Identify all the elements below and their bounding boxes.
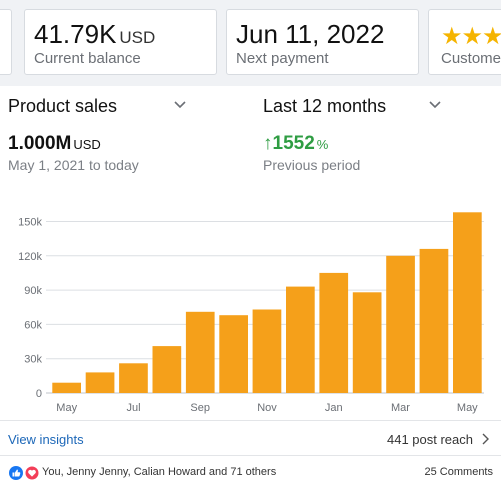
bar-jun-1[interactable] bbox=[85, 372, 115, 393]
growth-unit: % bbox=[316, 137, 329, 152]
growth-value: ↑1552% bbox=[263, 133, 329, 154]
chevron-down-icon[interactable] bbox=[173, 98, 187, 112]
customer-rating-label: Custome bbox=[441, 50, 501, 67]
reactors-text[interactable]: You, Jenny Jenny, Calian Howard and 71 o… bbox=[42, 466, 277, 478]
bar-sep-4[interactable] bbox=[185, 311, 215, 393]
bar-jul-2[interactable] bbox=[119, 363, 148, 393]
sales-bar-chart: 0 30k 60k 90k 120k 150k May Jul Sep Nov Jan Mar May bbox=[18, 212, 484, 414]
comments-count[interactable]: 25 Comments bbox=[424, 466, 493, 478]
bar-may-12[interactable] bbox=[453, 212, 482, 393]
y-tick-label: 90k bbox=[24, 285, 42, 297]
x-tick-label: Nov bbox=[257, 402, 277, 414]
x-tick-label: Jul bbox=[126, 402, 140, 414]
y-tick-label: 60k bbox=[24, 319, 42, 331]
y-tick-label: 120k bbox=[18, 251, 42, 263]
reaction-icons[interactable] bbox=[8, 465, 42, 481]
bar-apr-11[interactable] bbox=[419, 248, 449, 393]
chevron-right-icon[interactable] bbox=[481, 432, 491, 446]
bar-may-0[interactable] bbox=[52, 382, 81, 393]
current-balance-label: Current balance bbox=[34, 50, 141, 67]
x-tick-label: Mar bbox=[391, 402, 410, 414]
like-icon bbox=[9, 466, 23, 480]
rating-stars: ★★★ bbox=[441, 22, 501, 51]
view-insights-link[interactable]: View insights bbox=[8, 432, 84, 447]
star-icon: ★ bbox=[482, 23, 501, 50]
bar-dec-7[interactable] bbox=[286, 286, 315, 393]
bar-nov-6[interactable] bbox=[252, 309, 282, 394]
product-sales-dropdown[interactable]: Product sales bbox=[8, 96, 118, 116]
x-tick-label: Sep bbox=[190, 402, 210, 414]
post-reach[interactable]: 441 post reach bbox=[386, 432, 473, 447]
current-balance-value: 41.79K USD bbox=[34, 19, 156, 49]
next-payment-value: Jun 11, 2022 bbox=[236, 19, 385, 49]
bar-aug-3[interactable] bbox=[152, 346, 182, 393]
divider bbox=[0, 420, 501, 421]
growth-label: Previous period bbox=[263, 157, 361, 173]
total-sales-unit: USD bbox=[73, 137, 101, 152]
divider bbox=[0, 455, 501, 456]
next-payment-label: Next payment bbox=[236, 50, 329, 67]
x-tick-label: Jan bbox=[325, 402, 343, 414]
x-tick-label: May bbox=[457, 402, 478, 414]
love-icon bbox=[24, 465, 40, 481]
current-balance-card[interactable]: 41.79K USD Current balance bbox=[24, 9, 217, 75]
arrow-up-icon: ↑ bbox=[263, 133, 273, 154]
y-tick-label: 0 bbox=[36, 388, 42, 400]
total-sales-value: 1.000M USD bbox=[8, 133, 101, 154]
customer-rating-card[interactable]: ★★★ Custome bbox=[428, 9, 501, 75]
x-tick-label: May bbox=[56, 402, 77, 414]
star-icon: ★ bbox=[441, 23, 462, 50]
bar-feb-9[interactable] bbox=[352, 292, 382, 393]
star-icon: ★ bbox=[461, 23, 483, 50]
y-tick-label: 30k bbox=[24, 354, 42, 366]
summary-cards-strip: 41.79K USD Current balance Jun 11, 2022 N… bbox=[0, 0, 501, 86]
current-balance-unit: USD bbox=[119, 28, 156, 47]
bar-mar-10[interactable] bbox=[386, 255, 415, 394]
chevron-down-icon[interactable] bbox=[428, 98, 442, 112]
period-dropdown[interactable]: Last 12 months bbox=[263, 96, 387, 116]
total-sales-range: May 1, 2021 to today bbox=[8, 157, 139, 173]
next-payment-card[interactable]: Jun 11, 2022 Next payment bbox=[226, 9, 419, 75]
summary-card-partial-left[interactable] bbox=[0, 9, 12, 75]
bar-jan-8[interactable] bbox=[319, 272, 349, 393]
bar-oct-5[interactable] bbox=[219, 315, 248, 393]
y-tick-label: 150k bbox=[18, 216, 42, 228]
